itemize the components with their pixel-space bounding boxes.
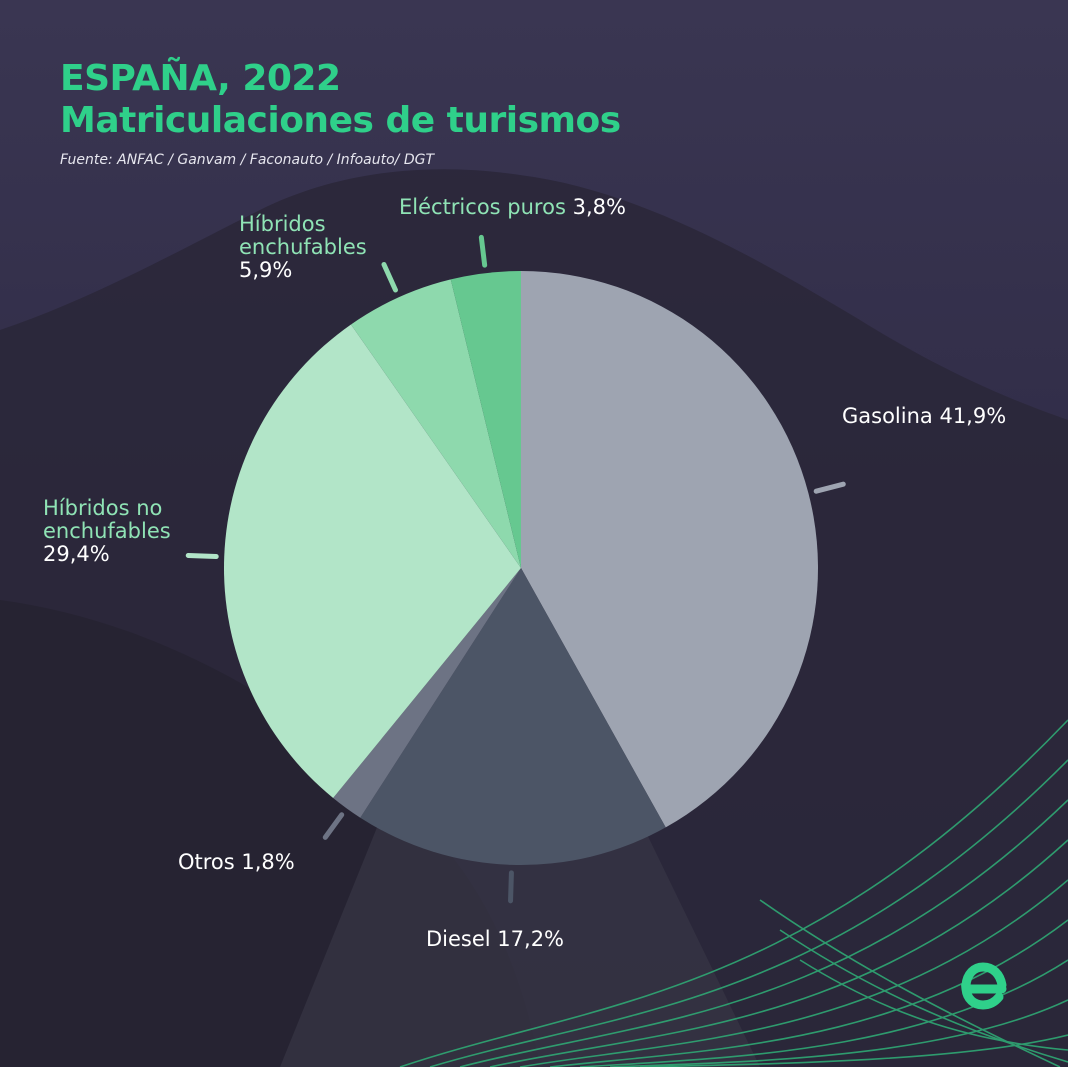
label-ep-value: 3,8% — [572, 195, 626, 219]
pie-slice-híbridos-no-enchufables — [224, 324, 522, 799]
label-hibridos-enchufables: Híbridos enchufables 5,9% — [239, 213, 367, 282]
leader-line-otros — [322, 812, 345, 840]
leader-line-híbridos-no-enchufables — [185, 552, 219, 560]
leader-line-diesel — [508, 870, 514, 904]
label-hne-line2: enchufables — [43, 519, 171, 543]
pie-slice-diesel — [360, 568, 666, 865]
label-otros: Otros 1,8% — [178, 850, 295, 874]
label-hne-value: 29,4% — [43, 542, 110, 566]
label-he-line1: Híbridos — [239, 212, 326, 236]
e-logo-icon — [961, 962, 1007, 1010]
source-note: Fuente: ANFAC / Ganvam / Faconauto / Inf… — [60, 152, 435, 168]
pie-slice-gasolina — [521, 271, 818, 828]
label-ep-name: Eléctricos puros — [399, 195, 566, 219]
leader-line-híbridos-enchufables — [381, 262, 398, 293]
title-line-1: ESPAÑA, 2022 — [60, 58, 341, 99]
label-electricos-puros: Eléctricos puros 3,8% — [399, 196, 626, 219]
label-diesel: Diesel 17,2% — [426, 927, 565, 951]
pie-slice-eléctricos-puros — [450, 271, 521, 568]
label-hne-line1: Híbridos no — [43, 496, 163, 520]
pie-slice-híbridos-enchufables — [350, 279, 521, 568]
road-shape — [280, 820, 760, 1067]
label-he-value: 5,9% — [239, 258, 293, 282]
green-wave-lines — [399, 719, 1068, 1067]
leader-line-eléctricos-puros — [478, 234, 488, 268]
label-he-line2: enchufables — [239, 235, 367, 259]
label-hibridos-no-enchufables: Híbridos no enchufables 29,4% — [43, 497, 171, 566]
title-line-2: Matriculaciones de turismos — [60, 100, 621, 141]
label-gasolina: Gasolina 41,9% — [842, 404, 1007, 428]
leader-line-gasolina — [813, 481, 846, 494]
pie-slice-otros — [333, 568, 521, 818]
